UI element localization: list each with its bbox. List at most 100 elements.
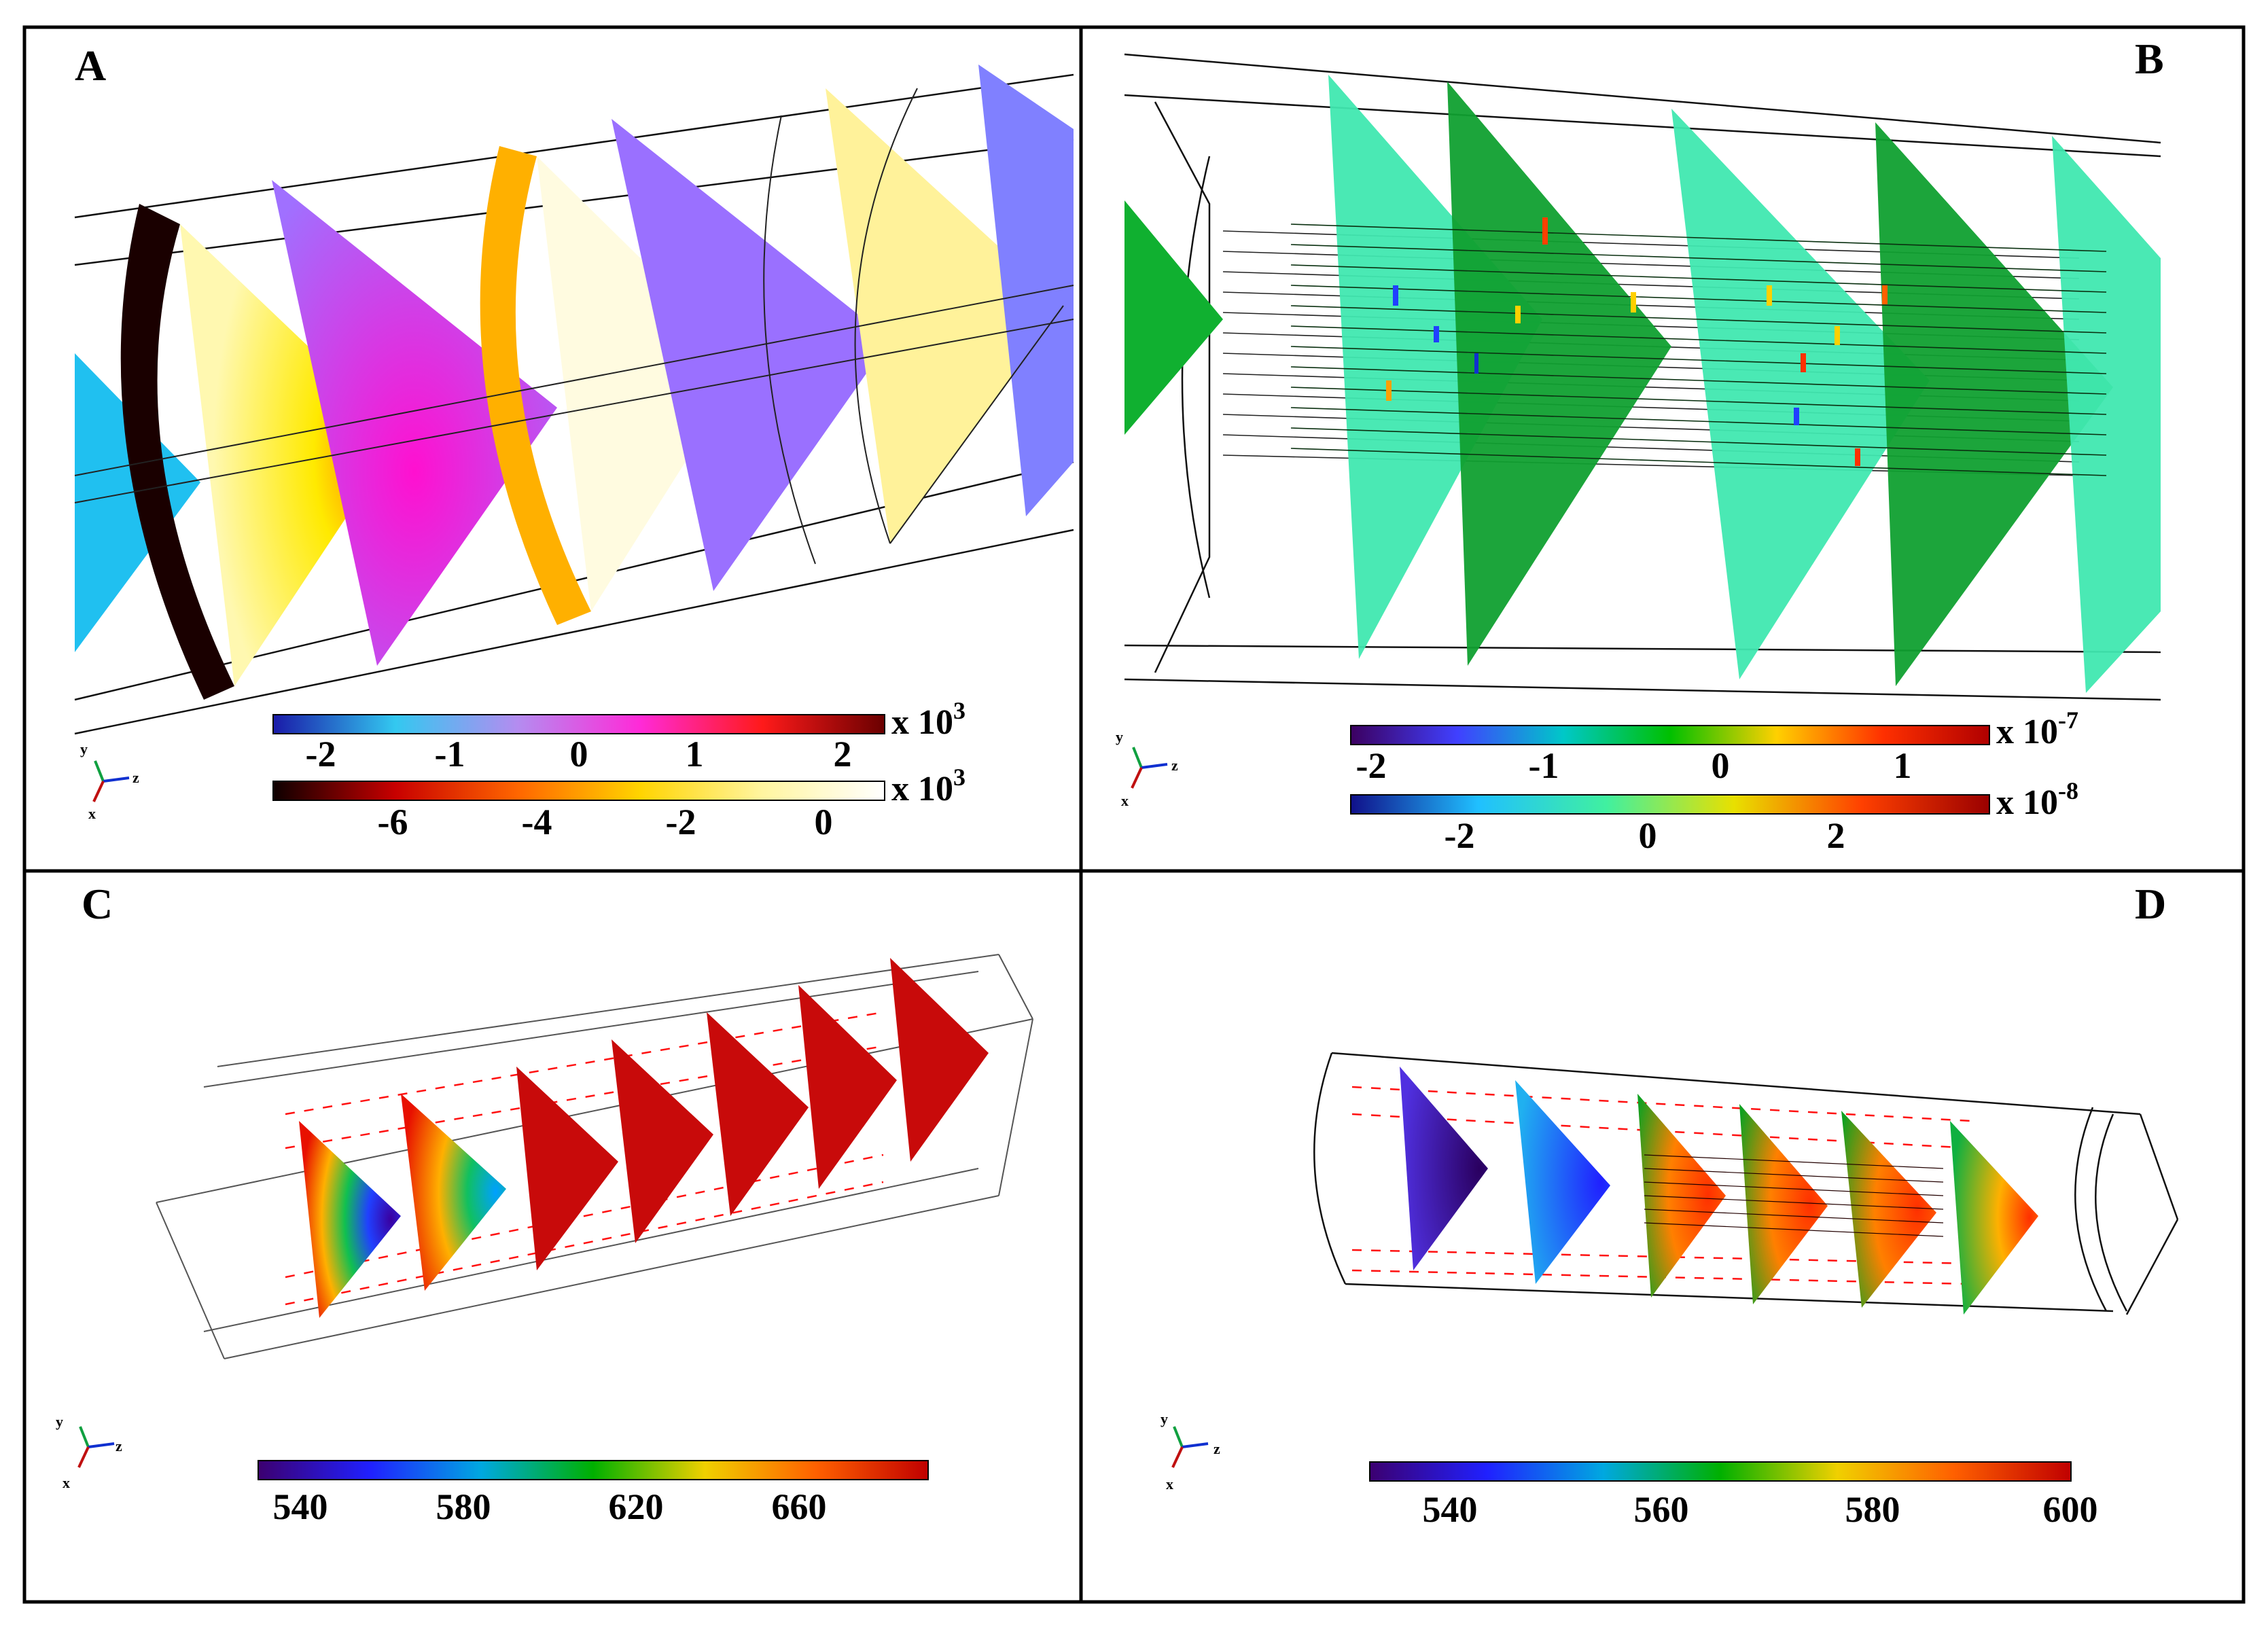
panel-c-wireframe [156,954,1033,1359]
panel-b-colorbar-1-tick-2: 0 [1712,745,1730,786]
panel-b-colorbar-1: -2 -1 0 1 x 10-7 [1350,707,2078,786]
panel-b-slice-green-left [1124,200,1223,435]
panel-a-colorbar-2-bar [272,781,885,801]
panel-c-slice-1 [299,1121,401,1318]
panel-a-slice-yellow-2 [826,88,1063,543]
panel-d-wireframe [1313,1052,2179,1315]
panel-a-slice-purple-3 [978,65,1074,516]
panel-b-colorbar-2: -2 0 2 x 10-8 [1350,777,2078,856]
panel-c-colorbar-tick-0: 540 [273,1486,328,1527]
panel-a-axis-y: y [80,740,88,757]
panel-c: C 540 580 620 660 y z x [56,880,1033,1527]
panel-a-colorbar-1-tick-1: -1 [435,734,465,774]
panel-a-colorbar-1: -2 -1 0 1 2 x 103 [272,697,965,774]
panel-a-slice-yellow-1 [180,224,401,686]
panel-c-colorbar-bar [258,1460,929,1480]
panel-a-colorbar-2-tick-0: -6 [378,802,408,842]
panel-c-colorbar: 540 580 620 660 [258,1460,929,1527]
panel-c-label: C [82,880,113,928]
panel-b-slice-green-1 [1447,82,1671,666]
panel-c-colorbar-tick-3: 660 [772,1486,827,1527]
panel-c-axis-z: z [116,1438,122,1454]
panel-b-slice-teal-2 [1671,109,1930,679]
panel-a-slice-purple-1 [272,180,557,666]
panel-a-axis-x: x [88,805,96,822]
panel-b-colorbar-2-tick-1: 0 [1639,815,1657,856]
panel-a-colorbar-2-tick-2: -2 [666,802,696,842]
panel-c-slice-5 [707,1012,809,1216]
panel-b-colorbar-1-bar [1350,725,1990,745]
panel-a-colorbar-1-bar [272,714,885,734]
panel-a-colorbar-1-tick-0: -2 [306,734,336,774]
panel-d-slice-4 [1739,1104,1828,1304]
panel-b-slice-teal-1 [1328,75,1542,659]
panel-a-band-orange [480,146,591,625]
panel-d-slice-5 [1841,1111,1936,1308]
panel-a-colorbar-1-tick-2: 0 [570,734,588,774]
panel-d-axis-y: y [1160,1410,1168,1427]
panel-b-colorbar-2-tick-2: 2 [1827,815,1845,856]
panel-a-colorbar-1-tick-4: 2 [834,734,852,774]
panel-c-slice-6 [798,985,897,1189]
panel-b-colorbar-1-tick-3: 1 [1894,745,1912,786]
panel-a-axis-triad: y z x [80,740,139,822]
panel-b-colorbar-2-multiplier: x 10-8 [1996,777,2078,822]
panel-b-colorbar-1-tick-1: -1 [1529,745,1559,786]
panel-b: B -2 -1 0 1 x 10-7 -2 0 2 x 10-8 y z x [1116,35,2164,856]
panel-b-colorbar-1-multiplier: x 10-7 [1996,707,2078,751]
panel-b-slice-green-2 [1875,122,2113,686]
panel-c-slice-7 [890,958,989,1162]
panel-d-axis-z: z [1213,1440,1220,1457]
panel-c-axis-y: y [56,1413,63,1430]
panel-b-wireframe [1124,53,2161,701]
figure-border [22,25,2246,1604]
panel-c-colorbar-tick-2: 620 [609,1486,664,1527]
panel-b-axis-y: y [1116,728,1123,745]
panel-d: D 540 560 580 600 y z x [1160,880,2179,1530]
panel-d-slice-3 [1637,1094,1726,1298]
panel-c-axis-triad: y z x [56,1413,122,1491]
panel-b-axis-z: z [1171,757,1178,774]
panel-c-slice-3 [516,1067,618,1270]
panel-a: A -2 -1 0 1 2 x 103 -6 -4 -2 0 x 103 y z [74,41,1074,842]
panel-b-label: B [2135,35,2164,83]
panel-d-colorbar-tick-3: 600 [2043,1489,2098,1530]
panel-a-colorbar-1-multiplier: x 103 [891,697,965,742]
panel-a-label: A [75,41,106,90]
panel-d-axis-triad: y z x [1160,1410,1220,1493]
panel-a-axis-z: z [132,769,139,786]
panel-a-wire-overlay [74,88,1074,565]
panel-a-slice-purple-2 [612,119,890,591]
panel-b-axis-triad: y z x [1116,728,1178,809]
panel-b-axis-x: x [1121,792,1129,809]
panel-c-slice-4 [612,1039,713,1243]
panel-a-colorbar-2: -6 -4 -2 0 x 103 [272,764,965,842]
panel-d-colorbar-tick-0: 540 [1423,1489,1478,1530]
panel-d-axis-x: x [1166,1476,1173,1493]
panel-a-colorbar-1-tick-3: 1 [686,734,704,774]
panel-a-band-dark [120,204,234,700]
panel-a-colorbar-2-multiplier: x 103 [891,764,965,808]
panel-b-specks [1386,217,1888,466]
panel-d-label: D [2135,880,2166,928]
panel-c-arrows [285,1011,884,1306]
panel-d-slice-1 [1400,1067,1488,1270]
panel-a-colorbar-2-tick-1: -4 [522,802,552,842]
panel-d-slice-6 [1950,1121,2038,1315]
panel-b-colorbar-2-bar [1350,794,1990,815]
panel-d-slice-2 [1515,1080,1610,1284]
panel-a-colorbar-2-tick-3: 0 [815,802,833,842]
panel-d-colorbar-bar [1369,1461,2072,1482]
panel-d-colorbar-tick-2: 580 [1845,1489,1900,1530]
panel-b-wire-overlay [1290,224,2107,476]
panel-c-axis-x: x [63,1474,70,1491]
panel-c-slice-2 [401,1094,506,1291]
panel-a-slice-white [537,156,747,611]
panel-c-colorbar-tick-1: 580 [436,1486,491,1527]
panel-b-colorbar-2-tick-0: -2 [1445,815,1475,856]
panel-b-colorbar-1-tick-0: -2 [1356,745,1387,786]
panel-d-hatch [1644,1154,1944,1237]
panel-d-colorbar-tick-1: 560 [1634,1489,1689,1530]
panel-d-colorbar: 540 560 580 600 [1369,1461,2098,1530]
